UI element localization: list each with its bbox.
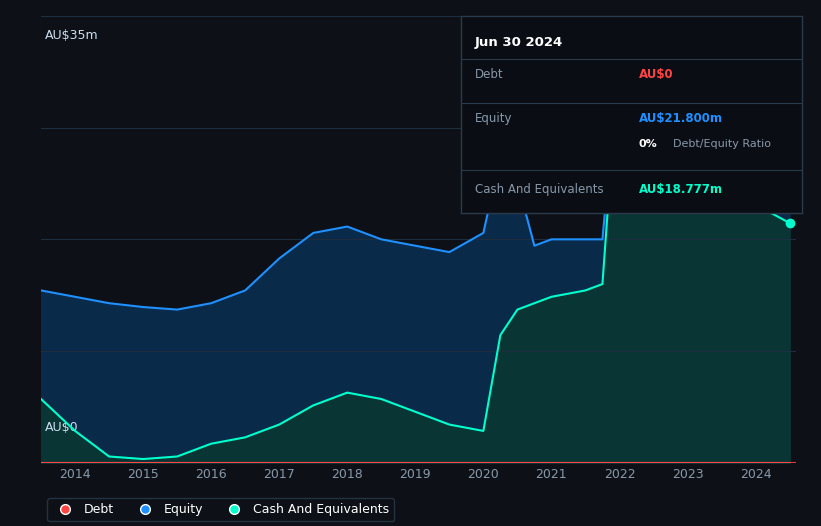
Text: AU$0: AU$0 — [639, 68, 673, 82]
Text: Debt/Equity Ratio: Debt/Equity Ratio — [672, 139, 771, 149]
Text: Jun 30 2024: Jun 30 2024 — [475, 36, 563, 48]
Text: Cash And Equivalents: Cash And Equivalents — [475, 183, 603, 196]
Legend: Debt, Equity, Cash And Equivalents: Debt, Equity, Cash And Equivalents — [48, 499, 394, 521]
Text: 0%: 0% — [639, 139, 658, 149]
Text: Debt: Debt — [475, 68, 503, 82]
Text: AU$18.777m: AU$18.777m — [639, 183, 722, 196]
Text: AU$0: AU$0 — [45, 421, 79, 434]
Text: AU$21.800m: AU$21.800m — [639, 112, 722, 125]
Text: AU$35m: AU$35m — [45, 29, 99, 42]
Text: Equity: Equity — [475, 112, 512, 125]
